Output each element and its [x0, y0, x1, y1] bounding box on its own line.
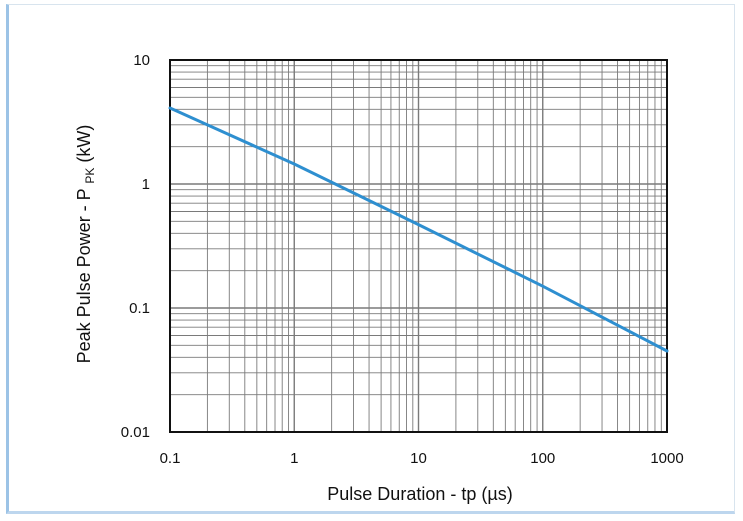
x-tick-label: 0.1 — [160, 450, 181, 467]
x-tick-labels: 0.1 1 10 100 1000 — [160, 450, 684, 467]
y-tick-label: 10 — [133, 52, 150, 69]
y-tick-labels: 10 1 0.1 0.01 — [121, 52, 150, 441]
y-axis-title-main: Peak Pulse Power - P — [74, 188, 94, 363]
y-tick-label: 0.01 — [121, 424, 150, 441]
y-axis-title: Peak Pulse Power - P PK (kW) — [74, 125, 98, 364]
y-axis-title-subscript: PK — [83, 168, 97, 184]
grid-lines — [170, 60, 667, 432]
x-tick-label: 10 — [410, 450, 427, 467]
x-tick-label: 1 — [290, 450, 298, 467]
x-tick-label: 1000 — [650, 450, 683, 467]
x-axis-title: Pulse Duration - tp (µs) — [327, 484, 512, 504]
y-tick-label: 1 — [142, 176, 150, 193]
y-axis-title-unit: (kW) — [74, 125, 94, 163]
x-tick-label: 100 — [530, 450, 555, 467]
y-tick-label: 0.1 — [129, 300, 150, 317]
